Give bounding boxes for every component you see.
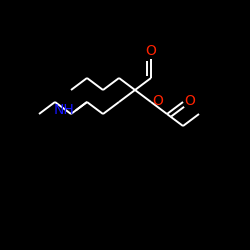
- Text: O: O: [184, 94, 195, 108]
- Text: NH: NH: [54, 104, 74, 118]
- Text: O: O: [152, 94, 163, 108]
- Text: O: O: [146, 44, 156, 58]
